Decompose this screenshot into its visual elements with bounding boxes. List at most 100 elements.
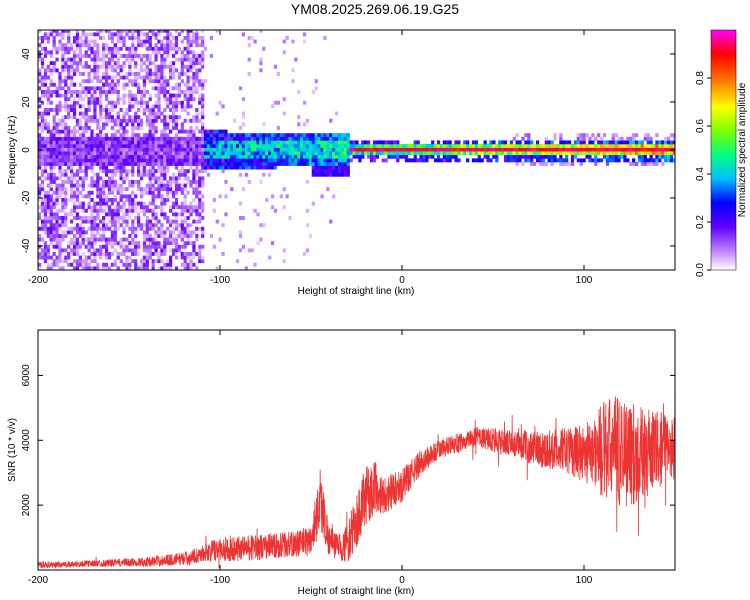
spectrogram-cell: [658, 140, 662, 145]
spectrogram-cell: [110, 169, 115, 174]
spectrogram-cell: [93, 241, 97, 246]
spectrogram-cell: [666, 154, 671, 159]
spectrogram-cell: [134, 64, 138, 69]
spectrogram-cell: [253, 162, 257, 166]
spectrogram-cell: [174, 36, 179, 40]
spectrogram-cell: [38, 68, 42, 73]
spectrogram-cell: [192, 118, 196, 123]
spectrogram-cell: [390, 151, 394, 156]
spectrogram-cell: [186, 111, 190, 116]
spectrogram-cell: [40, 100, 45, 105]
spectrogram-cell: [90, 133, 94, 138]
spectrogram-cell: [186, 39, 190, 44]
spectrogram-cell: [160, 30, 164, 33]
spectrogram-cell: [174, 266, 179, 270]
spectrogram-cell: [166, 183, 170, 188]
spectrogram-cell: [402, 151, 406, 156]
spectrogram-cell: [38, 133, 42, 138]
spectrogram-cell: [180, 122, 184, 127]
spectrogram-cell: [346, 151, 350, 156]
spectrogram-cell: [61, 216, 65, 220]
spectrogram-cell: [562, 140, 566, 145]
spectrogram-cell: [180, 144, 184, 148]
spectrogram-cell: [119, 30, 123, 33]
spectrogram-cell: [104, 93, 109, 98]
spectrogram-cell: [61, 50, 65, 55]
spectrogram-cell: [84, 154, 88, 159]
spectrogram-cell: [157, 100, 161, 105]
spectrogram-cell: [244, 158, 248, 163]
spectrogram-cell: [163, 57, 167, 62]
spectrogram-cell: [268, 140, 272, 145]
spectrogram-cell: [439, 147, 444, 152]
spectrogram-cell: [122, 216, 126, 220]
spectrogram-cell: [180, 212, 184, 217]
spectrogram-cell: [137, 244, 141, 249]
spectrogram-cell: [372, 151, 377, 156]
spectrogram-cell: [544, 151, 548, 156]
spectrogram-cell: [544, 140, 548, 145]
spectrogram-cell: [55, 219, 59, 224]
spectrogram-cell: [113, 118, 117, 123]
spectrogram-cell: [349, 151, 353, 156]
spectrogram-cell: [110, 86, 115, 91]
spectrogram-cell: [102, 140, 106, 145]
spectrogram-cell: [110, 216, 115, 220]
spectrogram-cell: [163, 216, 167, 220]
spectrogram-cell: [81, 226, 85, 231]
spectrogram-cell: [617, 151, 621, 156]
spectrogram-cell: [361, 154, 365, 159]
spectrogram-cell: [110, 252, 115, 256]
spectrogram-cell: [119, 162, 123, 166]
spectrogram-cell: [38, 176, 42, 181]
spectrogram-cell: [646, 162, 650, 166]
spectrogram-cell: [171, 158, 176, 163]
spectrogram-cell: [38, 79, 42, 84]
spectrogram-cell: [137, 144, 141, 148]
spectrogram-cell: [93, 219, 97, 224]
spectrogram-cell: [122, 244, 126, 249]
spectrogram-cell: [93, 50, 97, 55]
spectrogram-cell: [285, 162, 289, 166]
spectrogram-cell: [655, 154, 659, 159]
spectrogram-cell: [297, 162, 301, 166]
spectrogram-cell: [515, 133, 519, 138]
spectrogram-cell: [206, 154, 211, 159]
spectrogram-cell: [626, 136, 630, 141]
spectrogram-cell: [489, 158, 493, 163]
spectrogram-cell: [308, 140, 313, 145]
spectrogram-cell: [58, 162, 62, 166]
spectrogram-cell: [131, 237, 135, 242]
spectrogram-cell: [454, 158, 458, 163]
spectrogram-cell: [160, 162, 164, 166]
spectrogram-cell: [40, 118, 45, 123]
spectrogram-cell: [58, 237, 62, 242]
spectrogram-cell: [262, 133, 266, 138]
spectrogram-cell: [282, 248, 286, 253]
spectrogram-cell: [154, 115, 158, 120]
spectrogram-cell: [492, 144, 496, 148]
spectrogram-cell: [163, 36, 167, 40]
spectrogram-cell: [78, 122, 82, 127]
spectrogram-cell: [52, 216, 56, 220]
spectrogram-cell: [78, 262, 82, 267]
spectrogram-cell: [297, 122, 301, 127]
spectrogram-cell: [201, 36, 205, 40]
spectrogram-cell: [201, 169, 205, 174]
spectrogram-cell: [61, 43, 65, 48]
spectrogram-cell: [128, 234, 132, 238]
spectrogram-cell: [99, 111, 103, 116]
spectrogram-cell: [148, 208, 152, 213]
spectrogram-cell: [460, 144, 464, 148]
spectrogram-cell: [119, 68, 123, 73]
spectrogram-cell: [113, 154, 117, 159]
spectrogram-cell: [198, 248, 202, 253]
spectrogram-cell: [119, 54, 123, 58]
spectrogram-cell: [84, 90, 88, 94]
spectrogram-cell: [125, 212, 129, 217]
spectrogram-cell: [332, 151, 336, 156]
spectrogram-cell: [244, 133, 248, 138]
spectrogram-cell: [87, 108, 91, 112]
spectrogram-cell: [81, 162, 85, 166]
spectrogram-cell: [96, 154, 100, 159]
